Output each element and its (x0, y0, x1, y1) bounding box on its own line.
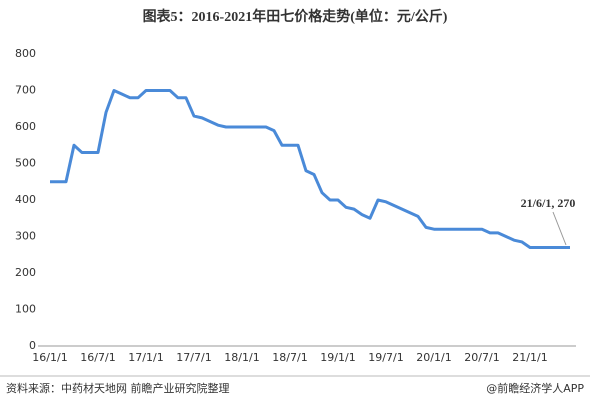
credit: @前瞻经济学人APP (486, 381, 584, 395)
annotation-leader (552, 211, 567, 246)
x-tick-label: 16/7/1 (80, 351, 115, 364)
x-tick-label: 21/1/1 (512, 351, 547, 364)
y-tick-label: 400 (15, 193, 36, 206)
x-tick-label: 20/1/1 (416, 351, 451, 364)
x-tick-label: 16/1/1 (32, 351, 67, 364)
x-tick-label: 18/7/1 (272, 351, 307, 364)
x-tick-label: 17/7/1 (176, 351, 211, 364)
y-tick-label: 0 (29, 339, 36, 352)
x-tick-label: 20/7/1 (464, 351, 499, 364)
y-tick-label: 300 (15, 230, 36, 243)
x-tick-label: 17/1/1 (128, 351, 163, 364)
y-tick-label: 700 (15, 84, 36, 97)
y-tick-label: 100 (15, 303, 36, 316)
x-tick-label: 18/1/1 (224, 351, 259, 364)
price-line (50, 89, 570, 249)
source: 资料来源：中药材天地网 前瞻产业研究院整理 (6, 381, 230, 395)
y-tick-label: 600 (15, 120, 36, 133)
y-tick-label: 200 (15, 266, 36, 279)
x-tick-label: 19/7/1 (368, 351, 403, 364)
y-tick-label: 500 (15, 157, 36, 170)
annotation: 21/6/1, 270 (521, 196, 576, 210)
x-tick-label: 19/1/1 (320, 351, 355, 364)
y-tick-label: 800 (15, 47, 36, 60)
chart-title: 图表5：2016-2021年田七价格走势(单位：元/公斤) (143, 8, 448, 25)
